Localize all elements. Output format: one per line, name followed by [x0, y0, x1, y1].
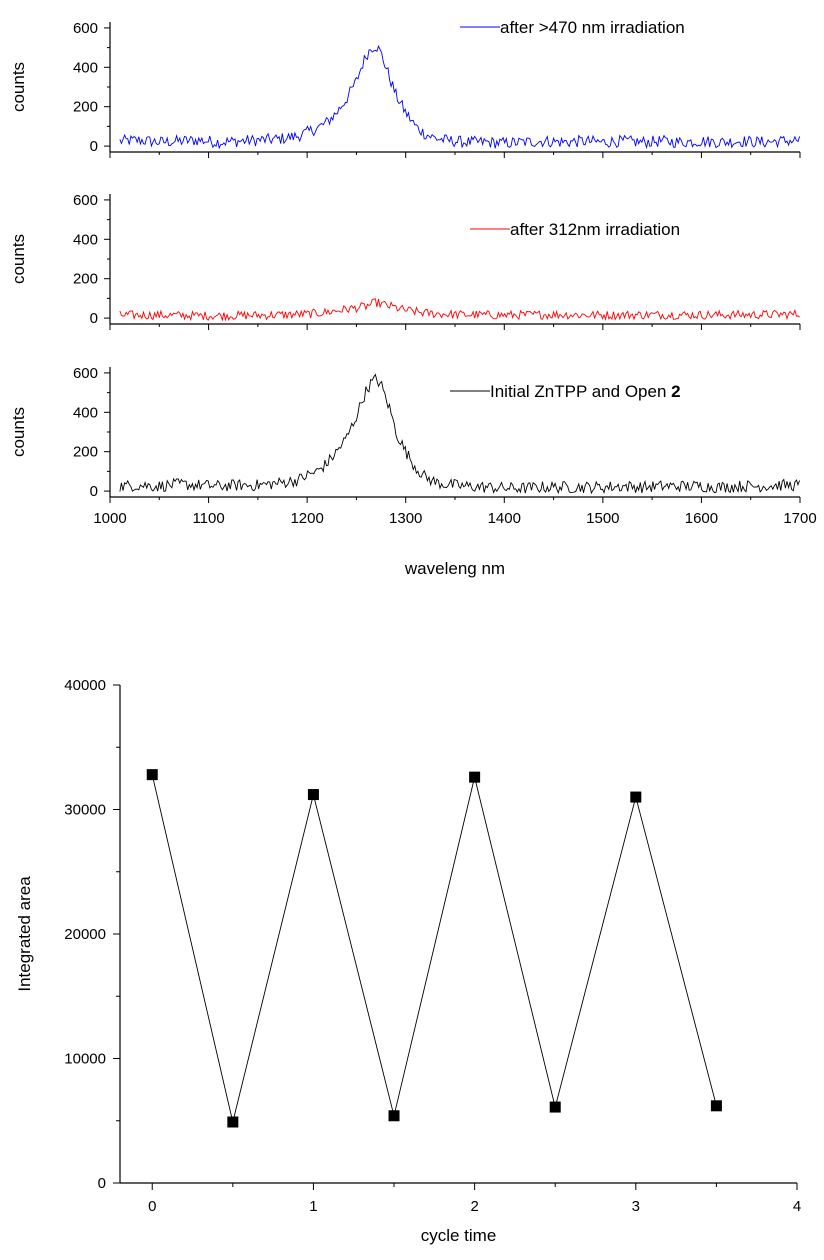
x-tick-label: 1000	[93, 510, 126, 527]
x-tick-label: 1600	[685, 510, 718, 527]
y-axis-label: counts	[9, 234, 28, 284]
cycle-x-tick-label: 3	[632, 1198, 640, 1215]
cycle-data-point	[227, 1116, 239, 1128]
y-tick-label: 600	[73, 20, 98, 37]
cycle-y-tick-label: 20000	[64, 926, 106, 943]
x-tick-label: 1400	[488, 510, 521, 527]
cycle-x-tick-label: 4	[793, 1198, 801, 1215]
legend-label: after >470 nm irradiation	[500, 18, 685, 37]
cycle-data-point	[549, 1101, 561, 1113]
cycle-x-axis-label: cycle time	[421, 1226, 497, 1245]
y-tick-label: 0	[90, 138, 98, 155]
cycle-series-line	[151, 774, 717, 1123]
cycle-y-tick-label: 10000	[64, 1051, 106, 1068]
y-tick-label: 200	[73, 99, 98, 116]
legend-label: after 312nm irradiation	[510, 220, 680, 239]
y-tick-label: 400	[73, 59, 98, 76]
y-tick-label: 600	[73, 365, 98, 382]
x-axis-label: waveleng nm	[404, 559, 505, 578]
cycle-y-tick-label: 30000	[64, 802, 106, 819]
legend-label: Initial ZnTPP and Open 2	[490, 382, 681, 401]
y-axis-label: counts	[9, 407, 28, 457]
cycle-data-point	[388, 1110, 400, 1122]
legend-text: after 312nm irradiation	[510, 220, 680, 239]
cycle-data-point	[307, 789, 319, 801]
cycle-data-point	[146, 769, 158, 781]
y-tick-label: 200	[73, 444, 98, 461]
cycle-y-axis-label: Integrated area	[15, 876, 34, 992]
y-tick-label: 400	[73, 231, 98, 248]
x-tick-label: 1700	[783, 510, 816, 527]
y-axis-label: counts	[9, 62, 28, 112]
cycle-x-tick-label: 2	[470, 1198, 478, 1215]
y-tick-label: 200	[73, 271, 98, 288]
legend-bold-text: 2	[671, 382, 680, 401]
legend-text: Initial ZnTPP and Open	[490, 382, 671, 401]
cycle-x-tick-label: 1	[309, 1198, 317, 1215]
x-tick-label: 1200	[290, 510, 323, 527]
cycle-y-tick-label: 0	[98, 1175, 106, 1192]
cycle-y-tick-label: 40000	[64, 677, 106, 694]
spectrum-line-1	[119, 44, 801, 150]
cycle-data-point	[630, 791, 642, 803]
x-tick-label: 1100	[192, 510, 224, 527]
spectrum-line-3	[119, 373, 801, 495]
y-tick-label: 400	[73, 404, 98, 421]
cycle-data-point	[469, 771, 481, 783]
y-tick-label: 0	[90, 310, 98, 327]
x-tick-label: 1300	[389, 510, 422, 527]
legend-text: after >470 nm irradiation	[500, 18, 685, 37]
spectrum-line-2	[119, 298, 800, 322]
x-tick-label: 1500	[586, 510, 619, 527]
y-tick-label: 0	[90, 483, 98, 500]
y-tick-label: 600	[73, 192, 98, 209]
cycle-data-point	[710, 1100, 722, 1112]
cycle-x-tick-label: 0	[148, 1198, 156, 1215]
